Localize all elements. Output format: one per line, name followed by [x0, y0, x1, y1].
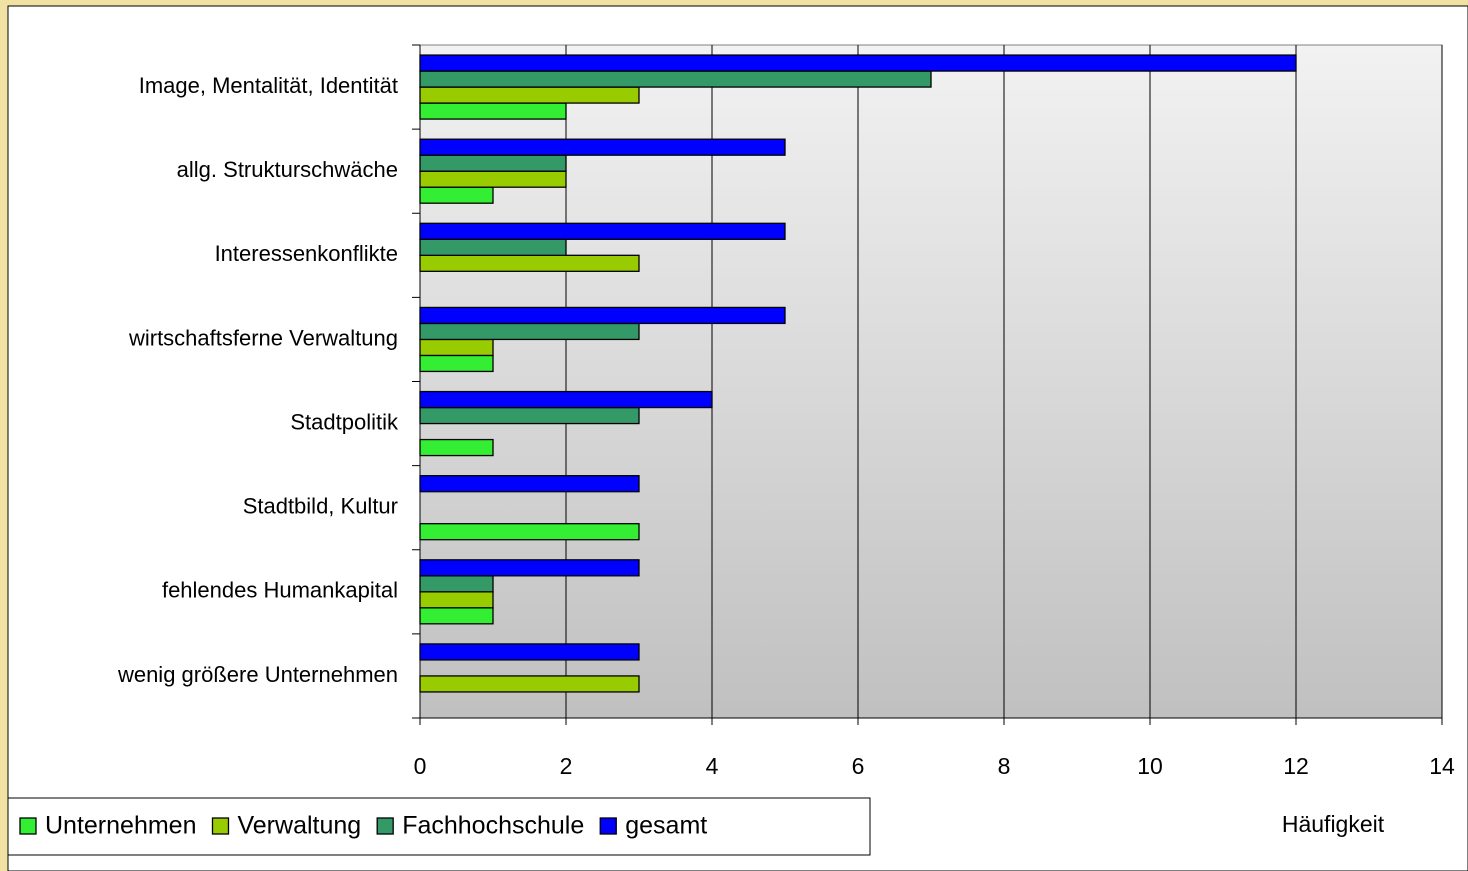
bar	[419, 575, 494, 593]
legend-swatch	[376, 817, 394, 835]
legend-swatch	[211, 817, 230, 835]
x-axis-label: Häufigkeit	[1282, 811, 1385, 837]
legend-label: Verwaltung	[237, 812, 361, 840]
legend-label: gesamt	[625, 812, 707, 840]
legend-swatch	[19, 817, 37, 835]
x-tick-label: 14	[1429, 753, 1455, 779]
legend-swatch	[599, 817, 617, 835]
bar	[419, 102, 567, 120]
bar	[419, 390, 713, 409]
y-tick-label: allg. Strukturschwäche	[177, 157, 398, 182]
bar	[419, 322, 640, 341]
bar	[419, 475, 640, 493]
bar	[419, 222, 786, 240]
bar	[419, 54, 1297, 72]
y-tick-label: wenig größere Unternehmen	[117, 662, 398, 687]
bar	[419, 154, 567, 172]
bar	[419, 523, 640, 541]
bar	[419, 338, 494, 357]
bar	[419, 591, 494, 609]
y-tick-label: Stadtpolitik	[290, 409, 399, 434]
bar	[419, 238, 567, 256]
bar	[419, 170, 567, 188]
x-tick-label: 2	[560, 753, 573, 779]
bar	[419, 186, 494, 204]
y-tick-label: Interessenkonflikte	[215, 241, 398, 266]
bar	[419, 70, 932, 88]
y-tick-label: wirtschaftsferne Verwaltung	[128, 325, 398, 350]
y-tick-label: Stadtbild, Kultur	[243, 494, 398, 519]
bar	[419, 86, 640, 104]
y-tick-label: fehlendes Humankapital	[162, 578, 398, 603]
legend-label: Fachhochschule	[402, 812, 584, 840]
bar	[419, 406, 640, 425]
x-tick-label: 6	[852, 753, 865, 779]
bar	[419, 675, 640, 693]
bar	[419, 607, 494, 625]
plot-area	[419, 44, 1443, 719]
x-tick-label: 8	[998, 753, 1011, 779]
bar	[419, 643, 640, 661]
legend	[7, 797, 871, 856]
y-tick-label: Image, Mentalität, Identität	[139, 73, 398, 98]
x-tick-label: 0	[414, 753, 427, 779]
bar	[419, 559, 640, 577]
bar	[419, 354, 494, 373]
legend-label: Unternehmen	[45, 812, 196, 840]
bar	[419, 254, 640, 272]
x-tick-label: 12	[1283, 753, 1309, 779]
bar	[419, 138, 786, 156]
x-tick-label: 10	[1137, 753, 1163, 779]
x-tick-label: 4	[706, 753, 719, 779]
bar	[419, 438, 494, 457]
bar	[419, 306, 786, 325]
